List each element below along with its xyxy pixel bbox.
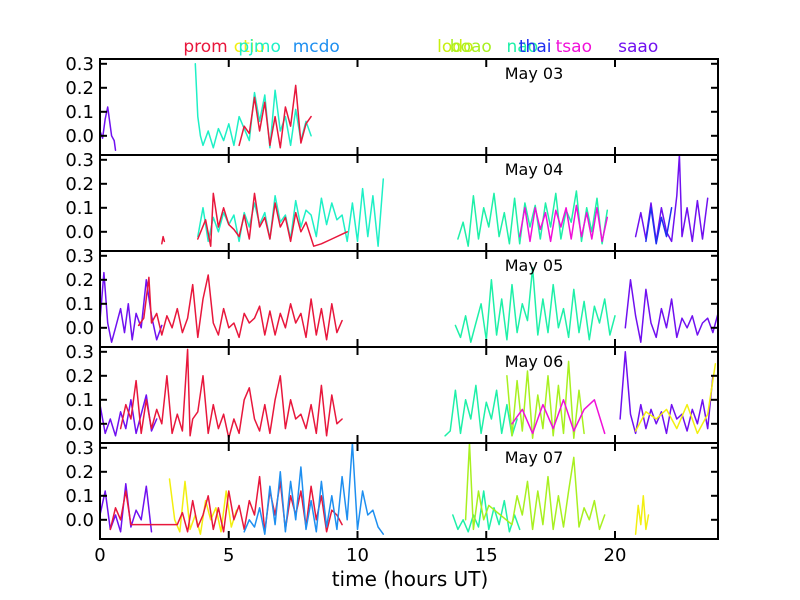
y-tick-label: 0.0 xyxy=(65,318,94,339)
observatory-label-pjmo: pjmo xyxy=(238,37,280,57)
series-line-boao xyxy=(464,443,606,531)
series-line-saao xyxy=(624,279,718,343)
x-tick-label: 20 xyxy=(604,545,627,566)
series-line-ctio xyxy=(634,363,717,435)
series-line-prom xyxy=(238,84,312,149)
y-tick-label: 0.3 xyxy=(65,438,94,459)
panel-series xyxy=(100,348,717,439)
y-tick-label: 0.3 xyxy=(65,342,94,363)
y-tick-label: 0.3 xyxy=(65,150,94,171)
x-tick-label: 10 xyxy=(346,545,369,566)
y-tick-label: 0.2 xyxy=(65,462,94,483)
series-line-prom xyxy=(109,475,343,533)
panel-series xyxy=(161,155,709,247)
series-line-prom xyxy=(137,274,343,341)
y-tick-label: 0.3 xyxy=(65,246,94,267)
panel-frame xyxy=(99,58,719,156)
y-tick-label: 0.2 xyxy=(65,270,94,291)
panel-series xyxy=(100,443,650,535)
x-axis-title: time (hours UT) xyxy=(332,567,489,591)
observatory-label-lodo: lodo xyxy=(437,37,473,57)
panel-frame xyxy=(99,154,719,252)
panel-4: 0.0 0.1 0.2 0.3 May 07 xyxy=(65,438,719,540)
observatory-label-tsao: tsao xyxy=(556,37,592,57)
y-tick-label: 0.0 xyxy=(65,414,94,435)
series-line-saao xyxy=(100,271,163,343)
y-tick-label: 0.1 xyxy=(65,390,94,411)
series-line-mcdo xyxy=(243,443,385,535)
observatory-label-boao: boao xyxy=(450,37,492,57)
series-line-saao xyxy=(100,394,158,437)
y-tick-label: 0.0 xyxy=(65,222,94,243)
panel-0: 0.0 0.1 0.2 0.3 May 03 xyxy=(65,54,719,156)
panel-series xyxy=(100,267,718,343)
series-line-tsao xyxy=(518,204,609,243)
y-tick-label: 0.2 xyxy=(65,174,94,195)
x-tick-label: 15 xyxy=(475,545,498,566)
panel-3: 0.0 0.1 0.2 0.3 May 06 xyxy=(65,342,719,444)
y-tick-label: 0.0 xyxy=(65,510,94,531)
y-tick-label: 0.1 xyxy=(65,486,94,507)
observatory-label-ctio: ctio xyxy=(234,37,265,57)
series-line-nao xyxy=(444,384,518,437)
y-tick-label: 0.2 xyxy=(65,366,94,387)
series-line-ctio xyxy=(634,495,650,535)
panel-date-label: May 04 xyxy=(505,160,564,179)
series-line-saao xyxy=(100,483,153,533)
panel-2: 0.0 0.1 0.2 0.3 May 05 xyxy=(65,246,719,348)
series-line-nao xyxy=(454,267,616,343)
panel-series xyxy=(100,63,312,151)
panel-date-label: May 03 xyxy=(505,64,564,83)
observatory-label-thai: thai xyxy=(519,37,552,57)
panel-1: 0.0 0.1 0.2 0.3 May 04 xyxy=(65,150,719,252)
observatory-label-saao: saao xyxy=(618,37,658,57)
y-tick-label: 0.1 xyxy=(65,294,94,315)
panel-date-label: May 05 xyxy=(505,256,564,275)
chart-panels: 0.00.10.20.3 May 030.00.10.20.3 May 040.00… xyxy=(65,54,719,540)
series-line-pjmo xyxy=(194,63,312,149)
y-tick-label: 0.1 xyxy=(65,198,94,219)
observatory-label-mcdo: mcdo xyxy=(293,37,340,57)
observatory-label-prom: prom xyxy=(183,37,227,57)
series-line-prom xyxy=(197,192,348,247)
panel-date-label: May 06 xyxy=(505,352,564,371)
y-tick-label: 0.2 xyxy=(65,78,94,99)
series-line-thai xyxy=(645,207,673,245)
panel-frame xyxy=(99,442,719,540)
series-line-boao xyxy=(506,360,585,439)
y-tick-label: 0.0 xyxy=(65,126,94,147)
series-line-tsao xyxy=(511,399,606,435)
y-tick-label: 0.1 xyxy=(65,102,94,123)
series-line-saao xyxy=(100,106,117,151)
x-tick-label: 5 xyxy=(223,545,234,566)
series-line-nao xyxy=(452,490,521,533)
series-line-ctio xyxy=(168,478,238,535)
y-tick-label: 0.3 xyxy=(65,54,94,75)
panel-date-label: May 07 xyxy=(505,448,564,467)
x-tick-label: 0 xyxy=(94,545,105,566)
series-line-saao xyxy=(634,155,709,243)
observatory-label-nao: nao xyxy=(507,37,539,57)
series-line-prom xyxy=(161,235,166,245)
panel-frame xyxy=(99,250,719,348)
x-axis: 0 5 10 15 20 xyxy=(94,545,626,566)
series-line-saao xyxy=(619,351,714,435)
